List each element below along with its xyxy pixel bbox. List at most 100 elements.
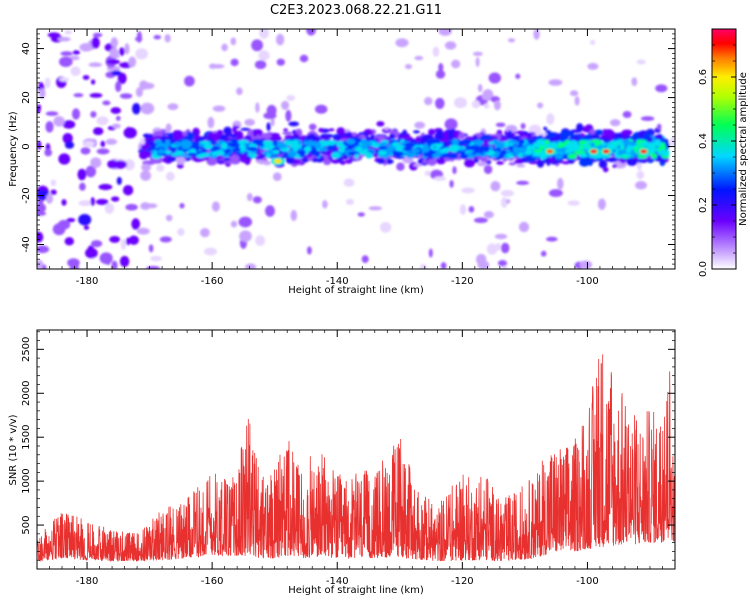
- heatmap-blob: [109, 47, 119, 59]
- spectrogram-y-axis-label: Frequency (Hz): [8, 111, 19, 187]
- heatmap-blob: [622, 111, 632, 118]
- heatmap-blob: [464, 159, 475, 168]
- heatmap-blob: [104, 203, 115, 214]
- heatmap-blob: [263, 112, 277, 120]
- heatmap-blob: [567, 153, 578, 160]
- heatmap-blob: [53, 116, 65, 127]
- heatmap-blob: [474, 152, 483, 157]
- colorbar-tick-label: 0.4: [698, 133, 709, 149]
- heatmap-blob: [115, 81, 122, 93]
- spectrogram-x-tick-labels: -180 -160 -140 -120 -100: [76, 276, 599, 287]
- heatmap-blob: [61, 199, 67, 206]
- heatmap-blob: [314, 151, 321, 158]
- heatmap-blob: [236, 87, 243, 96]
- heatmap-blob: [483, 103, 490, 109]
- spectrogram-y-tick-label: 20: [21, 91, 32, 104]
- heatmap-blob: [281, 100, 290, 110]
- heatmap-blob: [235, 152, 242, 156]
- heatmap-blob: [109, 235, 121, 243]
- heatmap-blob: [167, 103, 179, 111]
- heatmap-blob: [564, 131, 572, 136]
- spectrogram-y-tick-labels: -40 -20 0 20 40: [21, 42, 32, 252]
- heatmap-blob: [338, 147, 345, 154]
- heatmap-blob: [110, 37, 118, 48]
- heatmap-blob: [482, 139, 490, 148]
- spectrogram-x-axis-label: Height of straight line (km): [288, 285, 424, 296]
- spectrogram-y-tick-label: 0: [21, 143, 32, 149]
- heatmap-blob: [557, 177, 564, 190]
- heatmap-blob: [336, 127, 346, 135]
- heatmap-blob: [238, 216, 253, 228]
- heatmap-blob: [112, 123, 121, 129]
- heatmap-blob: [246, 192, 253, 202]
- heatmap-blob: [328, 128, 335, 132]
- heatmap-blob: [444, 118, 458, 131]
- heatmap-blob: [488, 145, 493, 151]
- heatmap-blob: [208, 63, 217, 69]
- colorbar: 0.0 0.2 0.4 0.6 Normalized spectral amplitu…: [698, 28, 749, 277]
- heatmap-blob: [435, 69, 446, 79]
- heatmap-blob: [265, 205, 275, 217]
- heatmap-blob: [128, 56, 137, 68]
- heatmap-blob: [244, 263, 257, 269]
- heatmap-blob: [451, 138, 459, 145]
- heatmap-blob: [166, 156, 177, 162]
- colorbar-tick-label: 0.0: [698, 261, 709, 277]
- heatmap-blob: [435, 97, 445, 109]
- heatmap-blob: [292, 139, 299, 147]
- heatmap-blob: [442, 147, 453, 152]
- heatmap-blob: [597, 198, 606, 210]
- heatmap-blob: [164, 34, 171, 43]
- heatmap-blob: [306, 29, 316, 36]
- heatmap-blob: [475, 253, 487, 266]
- heatmap-blob: [331, 159, 340, 164]
- heatmap-blob: [471, 100, 481, 109]
- heatmap-blob: [246, 146, 258, 151]
- heatmap-blob: [564, 149, 574, 153]
- heatmap-blob: [413, 141, 423, 146]
- heatmap-blob: [122, 184, 134, 196]
- heatmap-blob: [365, 151, 373, 159]
- heatmap-blob: [37, 140, 42, 150]
- heatmap-blob: [204, 247, 217, 256]
- heatmap-blob: [181, 143, 188, 149]
- heatmap-blob: [443, 131, 449, 138]
- heatmap-blob: [625, 146, 632, 154]
- heatmap-blob: [274, 159, 282, 164]
- heatmap-blob: [516, 180, 530, 186]
- heatmap-blob: [221, 43, 228, 52]
- heatmap-blob: [650, 153, 658, 159]
- heatmap-blob: [508, 140, 517, 144]
- heatmap-blob: [272, 172, 282, 181]
- heatmap-blob: [45, 121, 54, 133]
- heatmap-blob: [536, 102, 544, 109]
- heatmap-blob: [468, 206, 475, 213]
- heatmap-blob: [90, 197, 95, 206]
- heatmap-blob: [37, 245, 50, 254]
- heatmap-blob: [459, 153, 468, 160]
- heatmap-blob: [62, 132, 73, 144]
- heatmap-blob: [131, 102, 141, 115]
- heatmap-blob: [513, 148, 519, 155]
- heatmap-blob: [621, 129, 633, 136]
- heatmap-blob: [477, 156, 485, 161]
- heatmap-blob: [412, 163, 423, 167]
- heatmap-blob: [71, 108, 81, 120]
- heatmap-blob: [285, 109, 292, 122]
- heatmap-blob: [366, 136, 371, 141]
- snr-x-tick-label: -120: [451, 576, 474, 587]
- heatmap-blob: [222, 154, 230, 158]
- snr-ticks: [36, 330, 676, 569]
- heatmap-blob: [504, 140, 510, 148]
- heatmap-blob: [228, 133, 239, 138]
- heatmap-blob: [150, 255, 163, 262]
- snr-y-tick-label: 1000: [21, 468, 32, 493]
- heatmap-blob: [215, 150, 225, 156]
- heatmap-blob: [354, 153, 359, 159]
- spectrogram-panel: -180 -160 -140 -120 -100 -40 -20 0 20 40 Height …: [8, 28, 676, 296]
- heatmap-blob: [45, 193, 54, 204]
- heatmap-blob: [78, 213, 92, 226]
- heatmap-blob: [516, 164, 526, 168]
- heatmap-blob: [621, 153, 633, 157]
- heatmap-blob: [110, 196, 120, 202]
